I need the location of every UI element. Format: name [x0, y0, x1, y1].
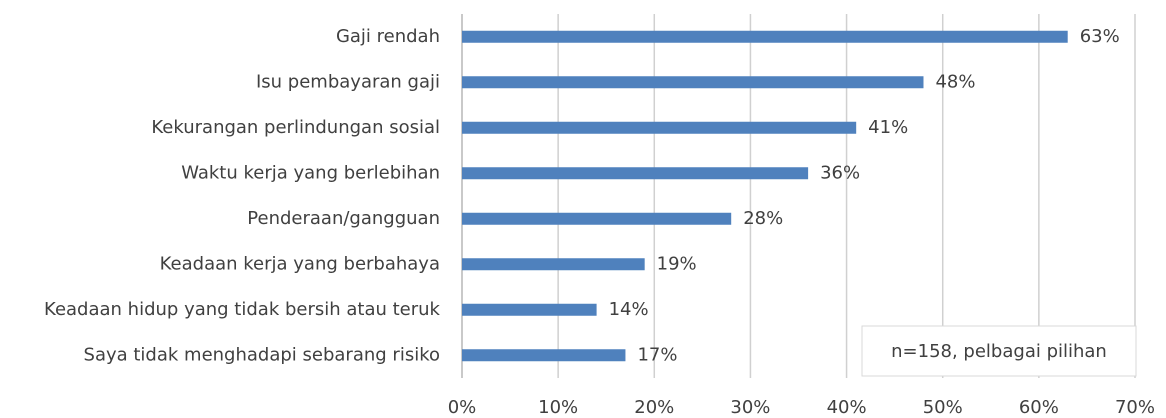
category-label: Saya tidak menghadapi sebarang risiko [84, 344, 440, 365]
x-tick-label: 70% [1115, 397, 1155, 418]
category-label: Keadaan hidup yang tidak bersih atau ter… [44, 299, 441, 320]
bar [462, 76, 924, 89]
value-label: 19% [657, 253, 697, 274]
bar [462, 258, 645, 271]
bar [462, 30, 1068, 43]
x-tick-label: 20% [634, 397, 674, 418]
category-label: Keadaan kerja yang berbahaya [160, 253, 440, 274]
bar [462, 303, 597, 316]
x-tick-label: 10% [538, 397, 578, 418]
x-tick-label: 40% [827, 397, 867, 418]
value-label: 41% [868, 117, 908, 138]
bar [462, 121, 857, 134]
bar [462, 349, 626, 362]
value-label: 28% [743, 208, 783, 229]
annotation: n=158, pelbagai pilihan [891, 341, 1107, 362]
category-label: Waktu kerja yang berlebihan [181, 162, 440, 183]
value-label: 36% [820, 162, 860, 183]
x-tick-label: 50% [923, 397, 963, 418]
x-tick-label: 60% [1019, 397, 1059, 418]
x-tick-label: 30% [730, 397, 770, 418]
bar [462, 167, 809, 180]
annotation-box [861, 325, 1137, 377]
category-label: Gaji rendah [336, 26, 440, 47]
category-label: Penderaan/gangguan [247, 208, 440, 229]
category-label: Isu pembayaran gaji [256, 71, 440, 92]
bar [462, 212, 732, 225]
value-label: 17% [637, 344, 677, 365]
x-tick-label: 0% [448, 397, 477, 418]
value-label: 48% [935, 71, 975, 92]
category-label: Kekurangan perlindungan sosial [151, 117, 440, 138]
value-label: 14% [609, 299, 649, 320]
value-label: 63% [1080, 26, 1120, 47]
